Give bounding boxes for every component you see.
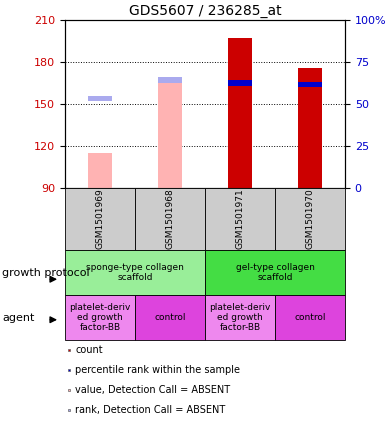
Text: GSM1501970: GSM1501970	[305, 189, 314, 250]
Bar	[298, 82, 322, 87]
Bar	[68, 409, 70, 412]
Text: count: count	[75, 345, 103, 355]
Bar	[228, 80, 252, 86]
Bar	[275, 295, 345, 340]
Text: percentile rank within the sample: percentile rank within the sample	[75, 365, 240, 375]
Bar	[65, 250, 205, 295]
Bar	[68, 368, 70, 371]
Bar	[65, 188, 135, 250]
Title: GDS5607 / 236285_at: GDS5607 / 236285_at	[129, 3, 281, 18]
Bar	[68, 349, 70, 352]
Text: sponge-type collagen
scaffold: sponge-type collagen scaffold	[86, 263, 184, 282]
Text: GSM1501968: GSM1501968	[165, 189, 174, 250]
Text: control: control	[154, 313, 186, 322]
Bar	[68, 389, 70, 391]
Bar	[205, 188, 275, 250]
Text: platelet-deriv
ed growth
factor-BB: platelet-deriv ed growth factor-BB	[69, 302, 131, 332]
Text: GSM1501969: GSM1501969	[96, 189, 105, 250]
Text: value, Detection Call = ABSENT: value, Detection Call = ABSENT	[75, 385, 230, 395]
Text: rank, Detection Call = ABSENT: rank, Detection Call = ABSENT	[75, 405, 225, 415]
Text: platelet-deriv
ed growth
factor-BB: platelet-deriv ed growth factor-BB	[209, 302, 271, 332]
Bar	[228, 38, 252, 188]
Bar	[205, 295, 275, 340]
Bar	[135, 295, 205, 340]
Bar	[275, 188, 345, 250]
Bar	[158, 79, 182, 188]
Bar	[65, 295, 135, 340]
Bar	[88, 96, 112, 101]
Text: growth protocol: growth protocol	[2, 267, 90, 277]
Bar	[158, 77, 182, 83]
Bar	[135, 188, 205, 250]
Text: control: control	[294, 313, 326, 322]
Bar	[205, 250, 345, 295]
Text: agent: agent	[2, 313, 34, 322]
Text: GSM1501971: GSM1501971	[236, 189, 245, 250]
Bar	[88, 153, 112, 188]
Text: gel-type collagen
scaffold: gel-type collagen scaffold	[236, 263, 314, 282]
Bar	[298, 68, 322, 188]
